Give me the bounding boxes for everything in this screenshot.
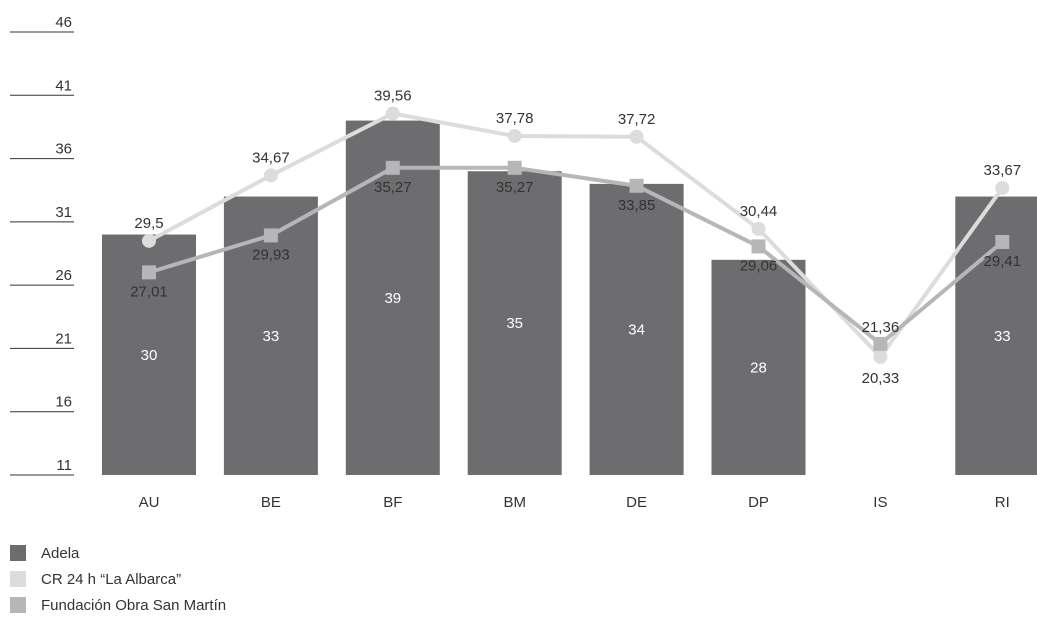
bar-value-label: 39 (384, 290, 401, 307)
san-martin-value-label: 21,36 (862, 319, 900, 336)
circle-marker (995, 181, 1010, 196)
y-tick-label: 21 (55, 330, 72, 347)
square-marker (142, 265, 156, 280)
chart: 46 41 36 31 26 21 16 11 30 33 39 35 34 28 33 29,5 27,01… (10, 14, 1037, 511)
square-marker (263, 228, 278, 243)
san-martin-value-label: 35,27 (496, 179, 534, 196)
y-tick-label: 26 (55, 267, 72, 284)
bar-value-label: 35 (506, 315, 523, 332)
circle-marker (507, 129, 522, 144)
square-marker (995, 234, 1010, 249)
circle-marker (629, 129, 644, 144)
san-martin-value-label: 29,06 (740, 257, 778, 274)
square-marker (873, 336, 888, 351)
san-martin-value-label: 35,27 (374, 179, 412, 196)
circle-marker (873, 349, 888, 364)
data-labels: 30 33 39 35 34 28 33 29,5 27,01 34,67 29,93 39,56 35… (130, 88, 1021, 387)
albarca-value-label: 34,67 (252, 149, 290, 166)
legend-label-san-martin: Fundación Obra San Martín (41, 596, 227, 614)
bar-value-label: 33 (994, 328, 1011, 345)
bar-value-label: 33 (263, 328, 280, 345)
square-marker (751, 239, 766, 254)
bar (711, 259, 806, 475)
legend-item-la-albarca: CR 24 h “La Albarca” (10, 566, 226, 592)
x-category-label: BM (503, 494, 526, 511)
albarca-value-label: 30,44 (740, 203, 778, 220)
square-marker (629, 178, 644, 193)
square-marker (507, 160, 522, 175)
bar (345, 120, 440, 475)
y-axis: 46 41 36 31 26 21 16 11 (10, 14, 74, 476)
x-category-label: AU (139, 494, 160, 511)
legend-swatch-la-albarca (10, 571, 26, 587)
x-axis: AU BE BF BM DE DP IS RI (139, 494, 1010, 511)
albarca-value-label: 33,67 (984, 162, 1022, 179)
circle-marker (751, 221, 766, 236)
albarca-value-label: 37,72 (618, 111, 656, 128)
legend-item-adela: Adela (10, 540, 226, 566)
x-category-label: RI (995, 494, 1010, 511)
san-martin-value-label: 33,85 (618, 197, 656, 214)
legend-label-adela: Adela (41, 544, 80, 562)
y-tick-label: 41 (55, 77, 72, 94)
y-tick-label: 16 (55, 394, 72, 411)
bar-series-adela (102, 120, 1037, 476)
albarca-value-label: 29,5 (134, 215, 163, 232)
albarca-value-label: 37,78 (496, 110, 534, 127)
y-tick-label: 11 (56, 457, 72, 474)
albarca-value-label: 39,56 (374, 88, 412, 105)
albarca-value-label: 20,33 (862, 370, 900, 387)
bar-value-label: 30 (141, 347, 158, 364)
series-line (148, 165, 1004, 346)
x-category-label: BF (383, 494, 402, 511)
circle-marker (385, 106, 400, 121)
line-series (142, 106, 1010, 364)
legend-swatch-adela (10, 545, 26, 561)
x-category-label: DP (748, 494, 769, 511)
circle-marker (142, 233, 156, 248)
bar-value-label: 34 (628, 321, 645, 338)
circle-marker (263, 168, 278, 183)
square-marker (385, 160, 400, 175)
y-tick-label: 31 (55, 204, 72, 221)
y-tick-label: 46 (55, 14, 72, 31)
y-tick-label: 36 (55, 141, 72, 158)
bar (467, 171, 562, 475)
san-martin-value-label: 29,93 (252, 246, 290, 263)
bar (589, 183, 684, 475)
san-martin-value-label: 29,41 (984, 253, 1022, 270)
legend-item-san-martin: Fundación Obra San Martín (10, 592, 226, 618)
legend-swatch-san-martin (10, 597, 26, 613)
x-category-label: DE (626, 494, 647, 511)
series-line (148, 111, 1004, 359)
x-category-label: BE (261, 494, 281, 511)
bar-value-label: 28 (750, 359, 767, 376)
legend: Adela CR 24 h “La Albarca” Fundación Obr… (10, 540, 226, 618)
san-martin-value-label: 27,01 (130, 283, 168, 300)
x-category-label: IS (873, 494, 887, 511)
legend-label-la-albarca: CR 24 h “La Albarca” (41, 570, 182, 588)
